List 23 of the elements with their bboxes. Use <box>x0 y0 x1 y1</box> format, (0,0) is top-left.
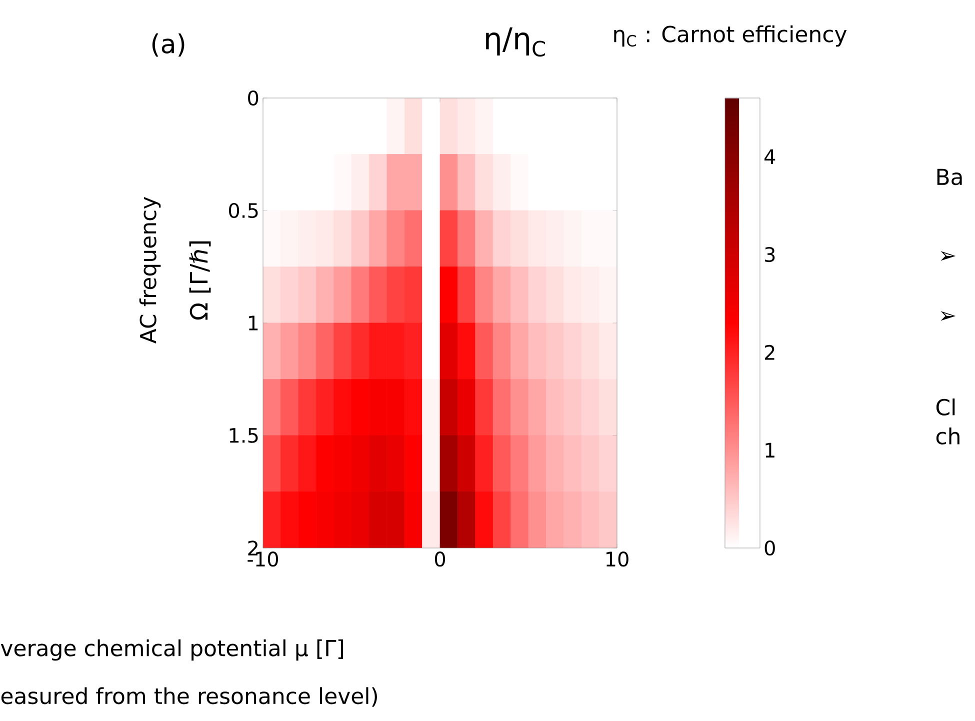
text: ➢ <box>940 251 956 261</box>
text: (a) <box>152 33 184 57</box>
color-bar-label: 0 <box>764 540 775 556</box>
color-bar-label: 4 <box>764 149 776 164</box>
y-tick-label: 0 <box>248 90 258 106</box>
color-bar-label: 1 <box>766 442 774 458</box>
text: ➢ <box>940 311 956 321</box>
color-bar-label: 3 <box>765 246 775 262</box>
text: AC frequency <box>139 196 161 344</box>
y-tick-label: 0.5 <box>228 202 258 218</box>
y-tick-label: 1.5 <box>230 428 258 443</box>
text: Cl <box>936 398 955 416</box>
text: ch <box>936 427 960 445</box>
text: Ba <box>937 168 962 186</box>
x-tick-label: 0 <box>434 552 446 567</box>
x-axis-title: verage chemical potential μ [Γ] <box>0 639 343 661</box>
x-tick-label: 10 <box>606 552 628 567</box>
y-tick-label: 1 <box>248 316 258 330</box>
chart-title: η/η$_{C}$ <box>486 27 546 57</box>
text: η$_{C}$ : Carnot efficiency <box>614 25 847 47</box>
text: easured from the resonance level) <box>1 687 377 707</box>
color-bar-label: 2 <box>764 344 774 360</box>
y-axis-title: Ω [Γ/ℏ] <box>189 241 211 320</box>
